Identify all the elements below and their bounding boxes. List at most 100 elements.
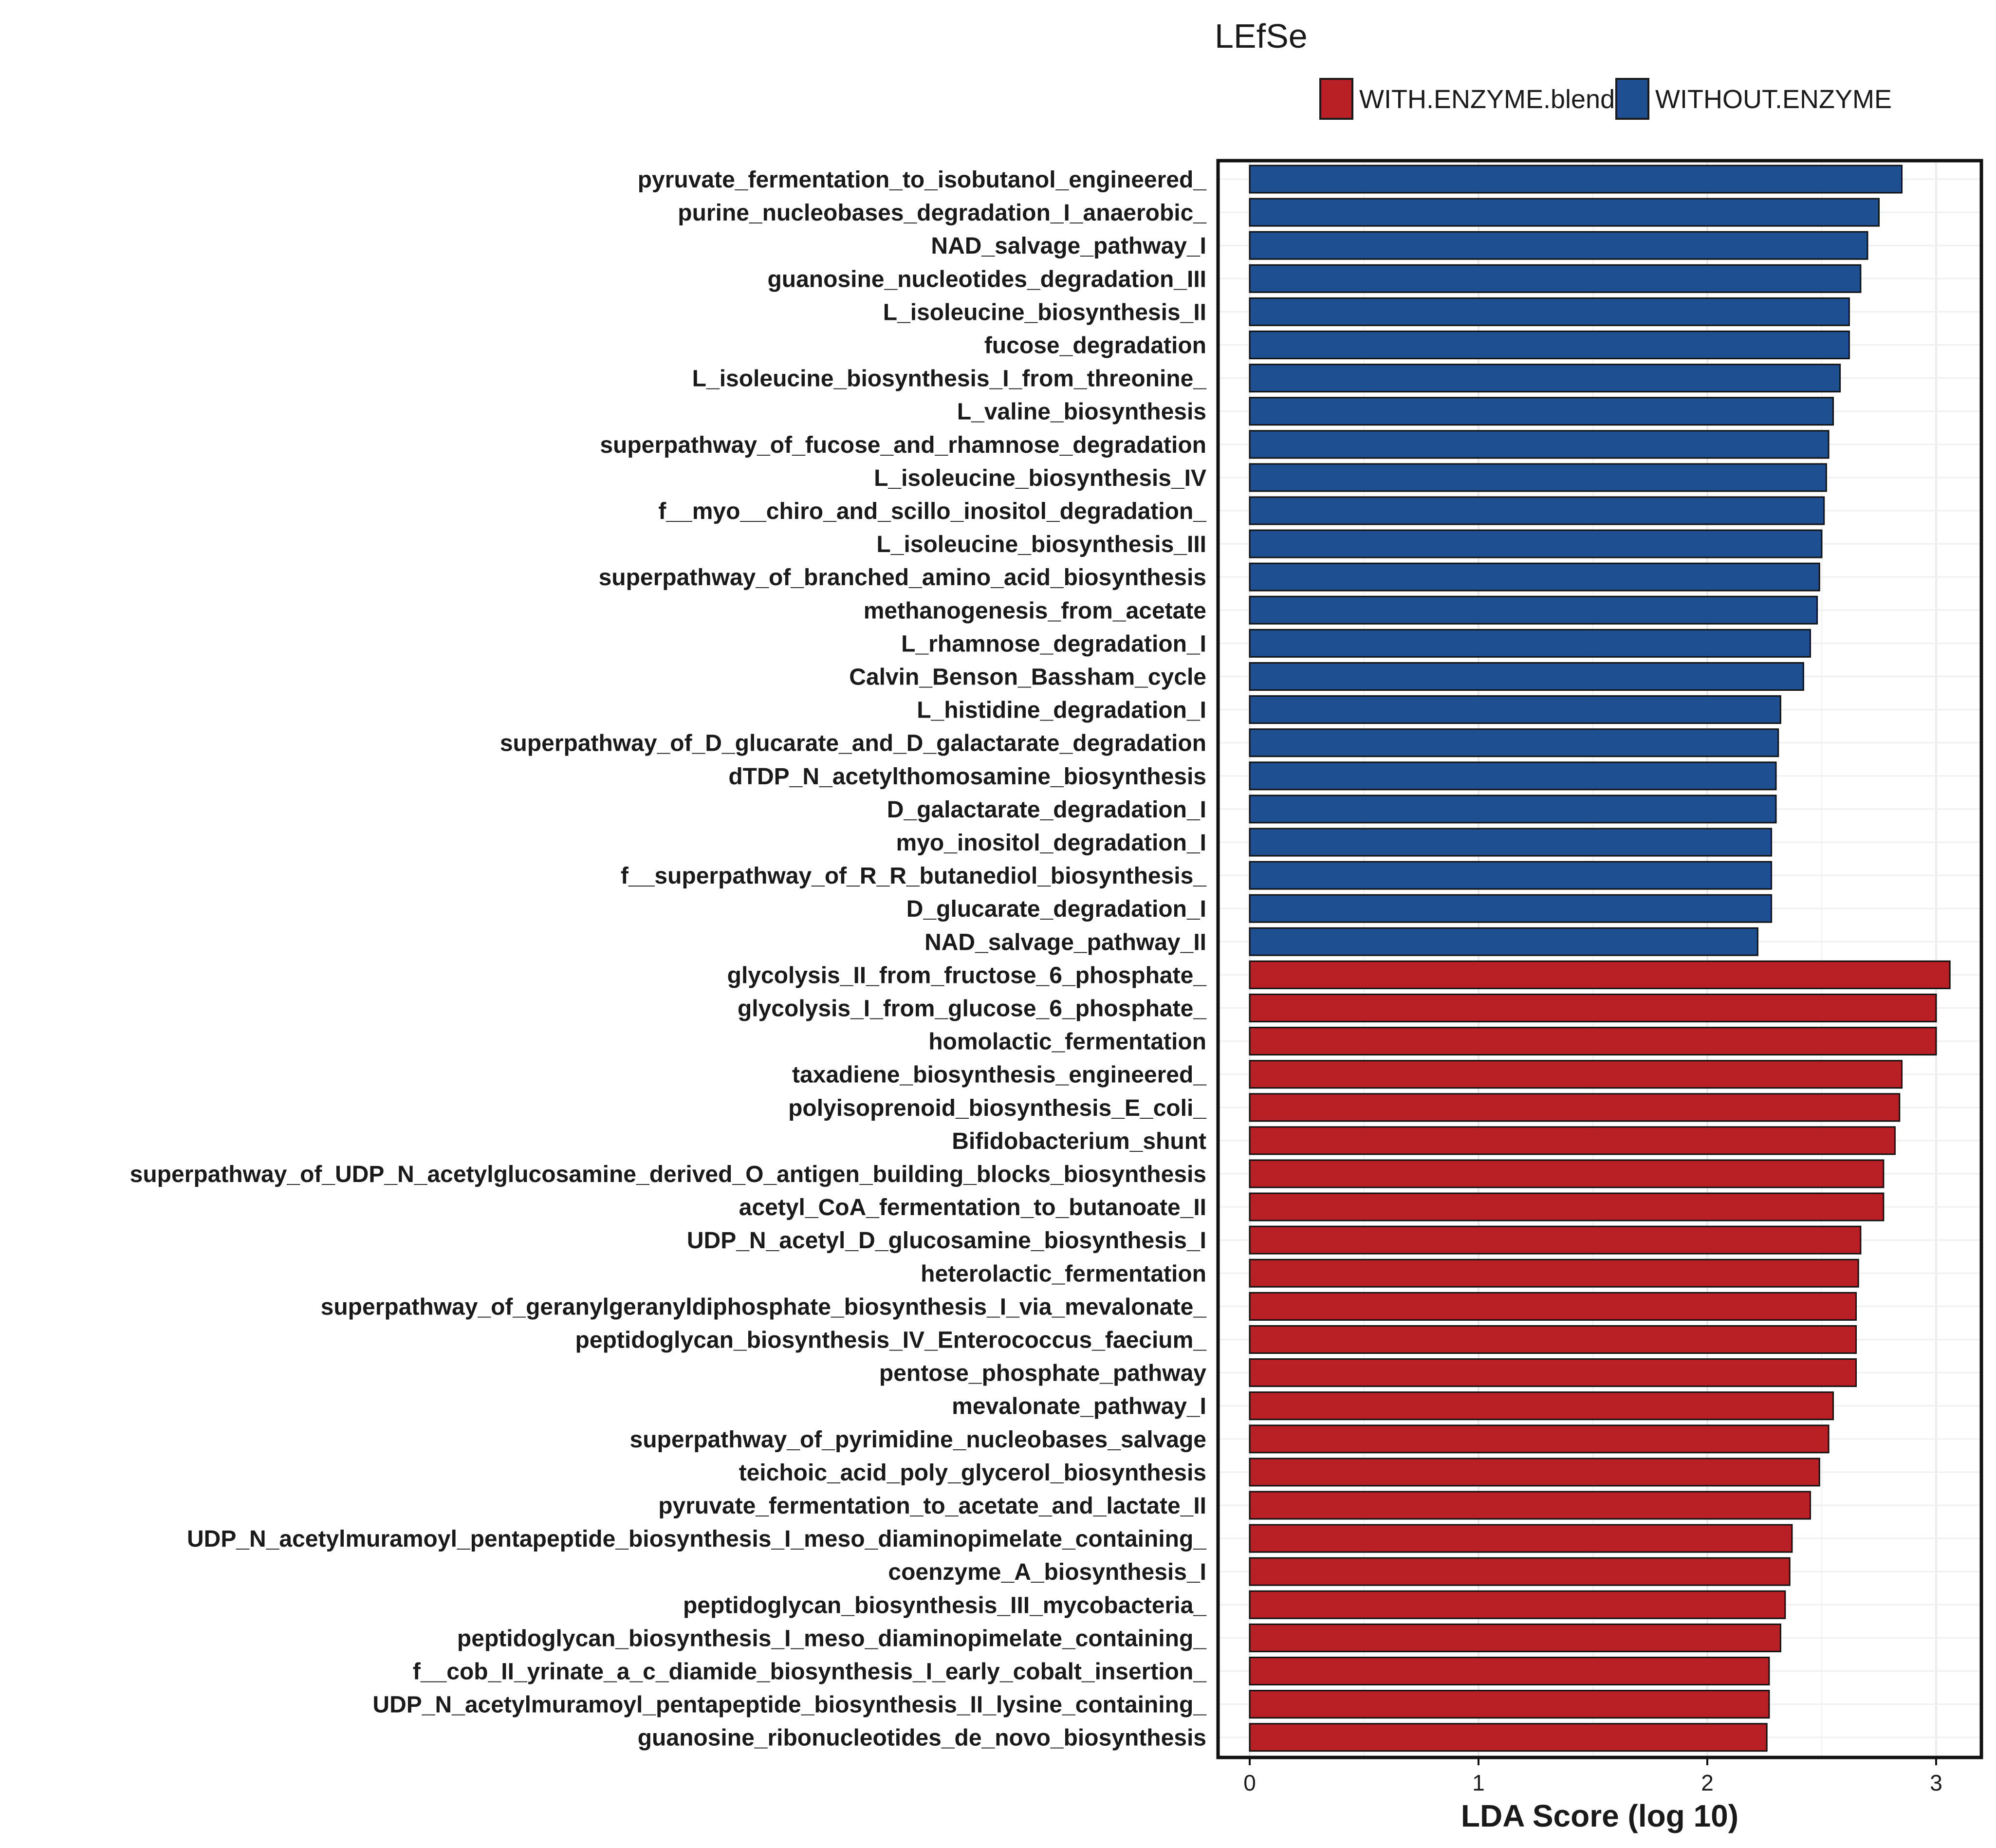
category-label: pentose_phosphate_pathway [879,1361,1206,1386]
category-label: Bifidobacterium_shunt [952,1128,1206,1154]
category-label: NAD_salvage_pathway_I [931,233,1206,259]
category-label: superpathway_of_D_glucarate_and_D_galact… [500,731,1206,757]
category-label: superpathway_of_pyrimidine_nucleobases_s… [630,1427,1206,1453]
bar [1249,231,1868,260]
category-label: pyruvate_fermentation_to_acetate_and_lac… [658,1493,1206,1519]
legend: WITH.ENZYME.blend WITHOUT.ENZYME [1319,78,1892,120]
bar [1249,1458,1820,1487]
bar [1249,1258,1859,1288]
x-tick-label: 2 [1701,1770,1714,1795]
category-label: coenzyme_A_biosynthesis_I [888,1559,1206,1585]
bar [1249,960,1951,989]
legend-label-without-enzyme: WITHOUT.ENZYME [1655,85,1892,114]
bar [1249,1358,1857,1387]
category-label: mevalonate_pathway_I [952,1394,1206,1420]
category-label: glycolysis_I_from_glucose_6_phosphate_ [738,996,1207,1022]
bar [1249,795,1777,824]
bar [1249,1325,1857,1354]
category-label: polyisoprenoid_biosynthesis_E_coli_ [788,1095,1207,1121]
bar [1249,562,1820,591]
category-label: fucose_degradation [984,333,1206,359]
bar [1249,1093,1901,1122]
category-label: dTDP_N_acetylthomosamine_biosynthesis [728,764,1206,790]
bar [1249,1159,1885,1188]
bar [1249,761,1777,791]
category-label: L_isoleucine_biosynthesis_IV [874,465,1206,491]
category-label: acetyl_CoA_fermentation_to_butanoate_II [739,1195,1206,1220]
category-label: superpathway_of_branched_amino_acid_bios… [599,565,1206,591]
bars [1249,165,1951,1752]
category-labels: pyruvate_fermentation_to_isobutanol_engi… [130,167,1207,1751]
category-label: guanosine_ribonucleotides_de_novo_biosyn… [638,1725,1206,1751]
category-label: peptidoglycan_biosynthesis_IV_Enterococc… [575,1328,1207,1353]
category-label: pyruvate_fermentation_to_isobutanol_engi… [638,167,1207,193]
category-label: f__myo__chiro_and_scillo_inositol_degrad… [658,499,1207,524]
category-label: f__cob_II_yrinate_a_c_diamide_biosynthes… [413,1659,1207,1685]
bar [1249,695,1781,724]
category-label: UDP_N_acetylmuramoyl_pentapeptide_biosyn… [372,1692,1207,1718]
bar [1249,331,1850,359]
category-label: peptidoglycan_biosynthesis_III_mycobacte… [683,1592,1207,1618]
legend-swatch-with-enzyme [1319,78,1353,120]
legend-label-with-enzyme: WITH.ENZYME.blend [1359,85,1615,114]
category-label: teichoic_acid_poly_glycerol_biosynthesis [739,1460,1206,1486]
bar [1249,364,1841,393]
x-axis-title: LDA Score (log 10) [1461,1798,1738,1833]
bar [1249,894,1773,923]
bar [1249,1126,1896,1155]
bar [1249,1491,1811,1520]
bar [1249,529,1823,558]
bar [1249,430,1830,459]
bar [1249,1524,1793,1553]
bar [1249,861,1773,890]
legend-swatch-without-enzyme [1615,78,1649,120]
bar [1249,297,1850,326]
category-label: L_isoleucine_biosynthesis_III [876,532,1206,557]
category-label: homolactic_fermentation [928,1029,1206,1055]
bar [1249,1657,1770,1685]
bar [1249,728,1779,758]
bar [1249,1060,1903,1089]
category-label: NAD_salvage_pathway_II [924,929,1206,955]
bar [1249,1192,1885,1221]
category-label: heterolactic_fermentation [921,1261,1206,1287]
category-label: guanosine_nucleotides_degradation_III [767,266,1206,292]
bar [1249,264,1862,293]
bar [1249,1557,1791,1586]
bar [1249,994,1937,1022]
category-label: myo_inositol_degradation_I [896,830,1206,856]
bar [1249,1225,1862,1255]
bar [1249,828,1773,857]
category-label: superpathway_of_geranylgeranyldiphosphat… [321,1294,1207,1320]
bar [1249,397,1834,426]
bar [1249,1027,1937,1056]
category-label: D_glucarate_degradation_I [906,896,1206,922]
x-tick-label: 3 [1930,1770,1942,1795]
bar [1249,1424,1830,1454]
bar [1249,1623,1781,1652]
category-label: f__superpathway_of_R_R_butanediol_biosyn… [621,863,1207,889]
bar [1249,463,1827,492]
x-tick-label: 0 [1243,1770,1256,1795]
category-label: L_rhamnose_degradation_I [901,631,1206,657]
bar [1249,1723,1768,1752]
bar [1249,628,1811,658]
category-label: Calvin_Benson_Bassham_cycle [849,665,1206,690]
category-label: L_isoleucine_biosynthesis_II [883,299,1206,325]
x-axis-ticks: 0 1 2 3 [1243,1757,1942,1795]
bar [1249,1590,1786,1619]
category-label: methanogenesis_from_acetate [864,598,1206,624]
bar [1249,165,1903,194]
bar [1249,496,1825,525]
category-label: superpathway_of_fucose_and_rhamnose_degr… [600,432,1206,458]
category-label: purine_nucleobases_degradation_I_anaerob… [678,200,1207,226]
category-label: L_valine_biosynthesis [957,399,1206,425]
bar [1249,662,1804,691]
category-label: UDP_N_acetyl_D_glucosamine_biosynthesis_… [687,1228,1206,1254]
category-label: taxadiene_biosynthesis_engineered_ [792,1062,1207,1088]
bar [1249,1690,1770,1719]
category-label: L_isoleucine_biosynthesis_I_from_threoni… [692,366,1207,392]
category-label: D_galactarate_degradation_I [887,797,1206,823]
plot-border [1216,159,1983,1759]
